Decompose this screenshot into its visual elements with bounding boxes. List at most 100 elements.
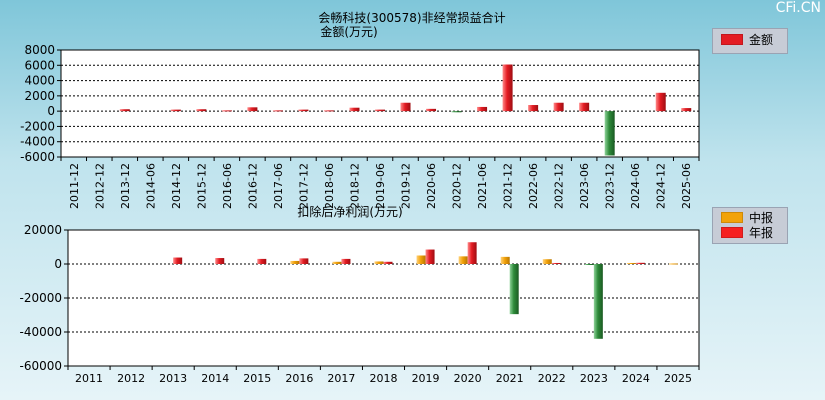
chart-1-title: 会畅科技(300578)非经常损益合计 [318, 10, 505, 25]
bar-annual [383, 261, 393, 264]
chart-1-legend: 金额 [712, 28, 788, 54]
chart-2: 扣除后净利润(万元) 20000 0 -20000 -40000 -60000 2011… [19, 204, 700, 385]
bar-annual [467, 242, 477, 264]
legend-item-annual: 年报 [713, 225, 787, 240]
bar-amount [477, 106, 488, 112]
bar-half-year [374, 261, 384, 264]
bar-annual [551, 262, 561, 264]
legend-label-half-year: 中报 [749, 211, 774, 225]
x-tick-label: 2021 [496, 372, 524, 385]
bar-amount [528, 105, 539, 112]
y-tick-label: -60000 [19, 359, 62, 373]
bar-amount [323, 110, 334, 112]
bar-amount [681, 108, 692, 112]
bar-half-year [500, 256, 510, 264]
x-tick-label: 2018-12 [348, 163, 361, 209]
bar-annual [635, 262, 645, 264]
x-tick-label: 2019-12 [400, 163, 413, 209]
x-tick-label: 2025-06 [680, 163, 693, 209]
bar-half-year [290, 260, 300, 264]
x-tick-label: 2020-12 [451, 163, 464, 209]
bar-half-year [332, 261, 342, 264]
bar-annual [509, 264, 519, 315]
bar-amount [272, 110, 283, 112]
x-tick-label: 2020 [454, 372, 482, 385]
x-tick-label: 2021-06 [476, 163, 489, 209]
legend-item-amount: 金额 [713, 32, 787, 47]
x-tick-label: 2016-12 [246, 163, 259, 209]
x-tick-label: 2015 [243, 372, 271, 385]
bar-amount [170, 109, 181, 112]
x-tick-label: 2017-12 [297, 163, 310, 209]
x-tick-label: 2024-06 [629, 163, 642, 209]
chart-2-title: 扣除后净利润(万元) [297, 204, 402, 219]
y-tick-label: -40000 [19, 325, 62, 339]
bar-annual [173, 257, 183, 264]
bar-amount [349, 107, 360, 112]
y-tick-label: 20000 [24, 223, 62, 237]
y-tick-label: 0 [54, 257, 62, 271]
bar-amount [119, 109, 130, 112]
x-tick-label: 2020-06 [425, 163, 438, 209]
bar-amount [400, 102, 411, 112]
x-tick-label: 2014-06 [144, 163, 157, 209]
bar-amount [502, 64, 513, 112]
x-tick-label: 2019-06 [374, 163, 387, 209]
chart-2-legend: 中报 年报 [712, 207, 788, 244]
legend-label-annual: 年报 [749, 226, 774, 240]
y-tick-label: -20000 [19, 291, 62, 305]
bar-half-year [416, 255, 426, 264]
chart-1: 会畅科技(300578)非经常损益合计 金额(万元) 8000600040002… [20, 10, 700, 209]
legend-swatch-half-year [721, 212, 743, 223]
x-tick-label: 2024 [622, 372, 650, 385]
x-tick-label: 2014 [201, 372, 229, 385]
x-tick-label: 2011-12 [68, 163, 81, 209]
x-tick-label: 2016-06 [221, 163, 234, 209]
bar-annual [593, 264, 603, 339]
x-tick-label: 2013-12 [119, 163, 132, 209]
x-tick-label: 2018-06 [323, 163, 336, 209]
bar-amount [604, 111, 615, 156]
x-tick-label: 2012-12 [93, 163, 106, 209]
bar-amount [298, 109, 309, 112]
x-tick-label: 2012 [117, 372, 145, 385]
x-tick-label: 2024-12 [655, 163, 668, 209]
x-tick-label: 2013 [159, 372, 187, 385]
legend-item-half-year: 中报 [713, 210, 787, 225]
bar-half-year [668, 263, 678, 265]
x-tick-label: 2021-12 [502, 163, 515, 209]
x-tick-label: 2023 [580, 372, 608, 385]
bar-amount [655, 92, 666, 112]
x-tick-label: 2017-06 [272, 163, 285, 209]
bar-annual [257, 258, 267, 264]
bar-annual [215, 258, 225, 264]
y-tick-label: 8000 [24, 43, 55, 57]
bar-half-year [542, 259, 552, 264]
x-tick-label: 2011 [75, 372, 103, 385]
x-tick-label: 2022 [538, 372, 566, 385]
legend-label-amount: 金额 [749, 33, 774, 47]
y-tick-label: -4000 [20, 135, 55, 149]
bar-amount [375, 109, 385, 112]
bar-amount [426, 108, 437, 112]
legend-swatch-annual [721, 227, 743, 238]
y-tick-label: 4000 [24, 74, 55, 88]
x-tick-label: 2014-12 [170, 163, 183, 209]
bar-annual [425, 249, 435, 264]
bar-half-year [626, 262, 636, 264]
bar-amount [451, 111, 462, 113]
y-tick-label: 2000 [24, 89, 55, 103]
x-tick-label: 2019 [412, 372, 440, 385]
x-tick-label: 2022-12 [553, 163, 566, 209]
legend-swatch-amount [721, 34, 743, 45]
bar-half-year [458, 256, 468, 264]
x-tick-label: 2022-06 [527, 163, 540, 209]
bar-amount [553, 102, 564, 112]
brand-logo: CFi.CN [775, 0, 821, 16]
x-tick-label: 2018 [370, 372, 398, 385]
y-tick-label: -2000 [20, 119, 55, 133]
bar-amount [196, 109, 207, 112]
bar-annual [341, 258, 351, 264]
